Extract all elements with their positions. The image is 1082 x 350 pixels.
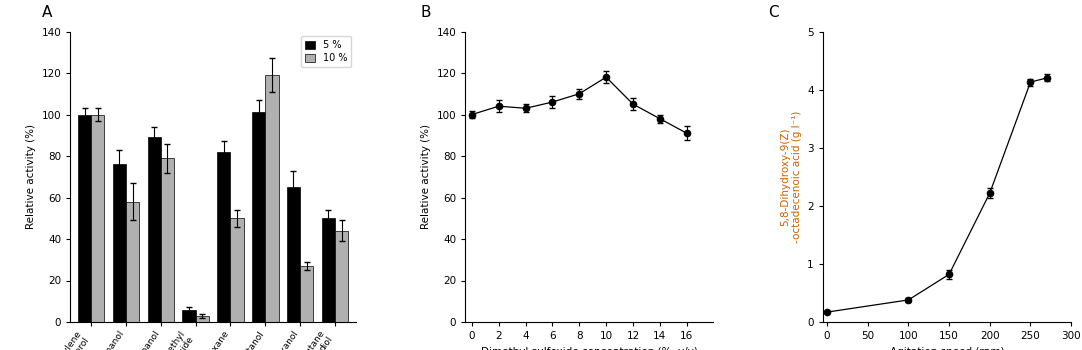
Y-axis label: Relative activity (%): Relative activity (%)	[26, 124, 36, 229]
Bar	[321, 218, 335, 322]
Y-axis label: 5,8-Dihydroxy-9(Z)
-octadecenoic acid (g l⁻¹): 5,8-Dihydroxy-9(Z) -octadecenoic acid (g…	[780, 111, 802, 243]
Bar	[217, 152, 230, 322]
Text: B: B	[421, 5, 431, 20]
X-axis label: Agitation speed (rpm): Agitation speed (rpm)	[889, 346, 1004, 350]
X-axis label: Dimethyl sulfoxide concentration (%, v/v): Dimethyl sulfoxide concentration (%, v/v…	[480, 346, 698, 350]
Bar	[230, 218, 243, 322]
Y-axis label: Relative activity (%): Relative activity (%)	[421, 124, 431, 229]
Text: A: A	[42, 5, 52, 20]
Bar	[113, 164, 126, 322]
Bar	[196, 316, 209, 322]
Bar	[126, 202, 140, 322]
Bar	[161, 158, 174, 322]
Bar	[147, 137, 161, 322]
Text: C: C	[768, 5, 779, 20]
Legend: 5 %, 10 %: 5 %, 10 %	[301, 36, 351, 67]
Bar	[91, 114, 105, 322]
Bar	[335, 231, 348, 322]
Bar	[300, 266, 314, 322]
Bar	[287, 187, 300, 322]
Bar	[252, 112, 265, 322]
Bar	[265, 75, 278, 322]
Bar	[183, 309, 196, 322]
Bar	[78, 114, 91, 322]
